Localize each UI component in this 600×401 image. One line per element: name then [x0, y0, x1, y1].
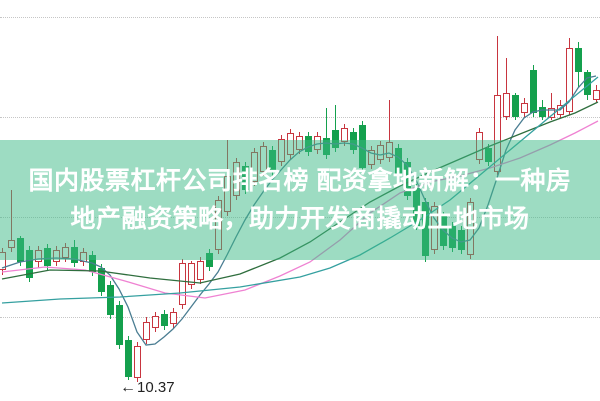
headline-line-2: 地产融资策略，助力开发商撬动土地市场 — [70, 205, 530, 233]
left-arrow-icon: ← — [120, 379, 136, 396]
candle-down — [98, 268, 105, 292]
candle-up — [170, 312, 177, 324]
candle-up — [143, 322, 150, 340]
candle-up — [566, 48, 573, 112]
candle-up — [521, 103, 528, 113]
candle-down — [575, 48, 582, 72]
candle-down — [512, 95, 519, 117]
candle-up — [134, 346, 141, 378]
candle-down — [125, 340, 132, 377]
low-price-value: 10.37 — [137, 379, 175, 396]
headline-overlay: 国内股票杠杆公司排名榜 配资拿地新解：一种房 地产融资策略，助力开发商撬动土地市… — [0, 140, 600, 260]
candle-down — [539, 107, 546, 117]
candle-down — [530, 70, 537, 113]
candle-up — [557, 105, 564, 115]
candle-up — [152, 316, 159, 328]
gridline — [0, 17, 600, 18]
candle-up — [179, 263, 186, 305]
candle-up — [188, 263, 195, 285]
candle-up — [197, 261, 204, 280]
low-price-label: ← 10.37 — [120, 379, 175, 397]
candle-down — [161, 314, 168, 326]
candle-up — [548, 108, 555, 118]
candle-up — [593, 90, 600, 100]
candle-up — [503, 93, 510, 117]
candle-down — [116, 305, 123, 345]
candle-down — [107, 285, 114, 315]
candle-down — [584, 72, 591, 95]
headline-line-1: 国内股票杠杆公司排名榜 配资拿地新解：一种房 — [28, 167, 572, 195]
